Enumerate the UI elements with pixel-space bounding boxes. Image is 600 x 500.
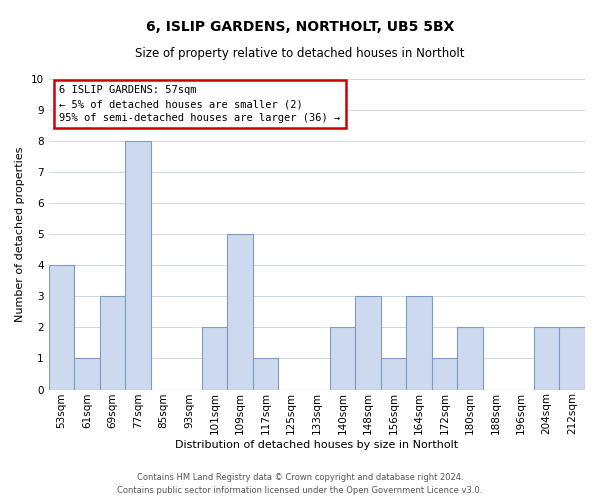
- Bar: [125, 141, 151, 390]
- Bar: [559, 328, 585, 390]
- Bar: [74, 358, 100, 390]
- Bar: [534, 328, 559, 390]
- Bar: [253, 358, 278, 390]
- Bar: [100, 296, 125, 390]
- Bar: [329, 328, 355, 390]
- Bar: [227, 234, 253, 390]
- Text: 6 ISLIP GARDENS: 57sqm
← 5% of detached houses are smaller (2)
95% of semi-detac: 6 ISLIP GARDENS: 57sqm ← 5% of detached …: [59, 85, 341, 123]
- Bar: [406, 296, 432, 390]
- Text: Contains HM Land Registry data © Crown copyright and database right 2024.
Contai: Contains HM Land Registry data © Crown c…: [118, 474, 482, 495]
- Bar: [202, 328, 227, 390]
- Text: 6, ISLIP GARDENS, NORTHOLT, UB5 5BX: 6, ISLIP GARDENS, NORTHOLT, UB5 5BX: [146, 20, 454, 34]
- Bar: [355, 296, 380, 390]
- Bar: [49, 266, 74, 390]
- Bar: [457, 328, 483, 390]
- Bar: [432, 358, 457, 390]
- Text: Size of property relative to detached houses in Northolt: Size of property relative to detached ho…: [135, 48, 465, 60]
- Bar: [380, 358, 406, 390]
- X-axis label: Distribution of detached houses by size in Northolt: Distribution of detached houses by size …: [175, 440, 458, 450]
- Y-axis label: Number of detached properties: Number of detached properties: [15, 146, 25, 322]
